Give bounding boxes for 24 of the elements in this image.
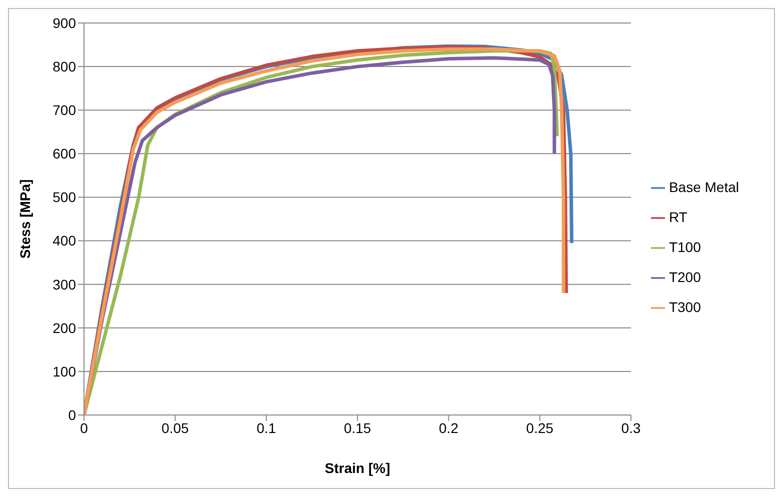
y-axis-title: Stess [MPa] [16, 179, 33, 259]
y-tick-label: 0 [68, 406, 76, 423]
x-tick-label: 0.3 [621, 420, 641, 436]
legend-label: T100 [668, 239, 701, 255]
y-tick-label: 200 [52, 320, 76, 336]
legend-label: Base Metal [668, 179, 739, 195]
x-axis-title: Strain [%] [324, 460, 390, 476]
y-tick-label: 300 [52, 276, 76, 292]
legend-label: RT [668, 209, 688, 225]
legend-label: T200 [668, 269, 701, 285]
x-tick-label: 0.15 [344, 420, 372, 436]
x-tick-label: 0.2 [438, 420, 459, 436]
x-tick-label: 0.05 [162, 420, 189, 436]
y-tick-label: 400 [52, 232, 76, 249]
y-tick-label: 600 [52, 146, 76, 162]
x-tick-label: 0.1 [256, 420, 276, 436]
x-tick-label: 0.25 [526, 420, 554, 436]
x-tick-label: 0 [80, 420, 88, 436]
y-tick-label: 700 [52, 102, 76, 118]
y-tick-label: 100 [52, 363, 76, 380]
y-tick-label: 900 [52, 14, 76, 31]
y-tick-label: 500 [52, 189, 76, 206]
legend-label: T300 [668, 299, 701, 315]
y-tick-label: 800 [52, 58, 76, 75]
